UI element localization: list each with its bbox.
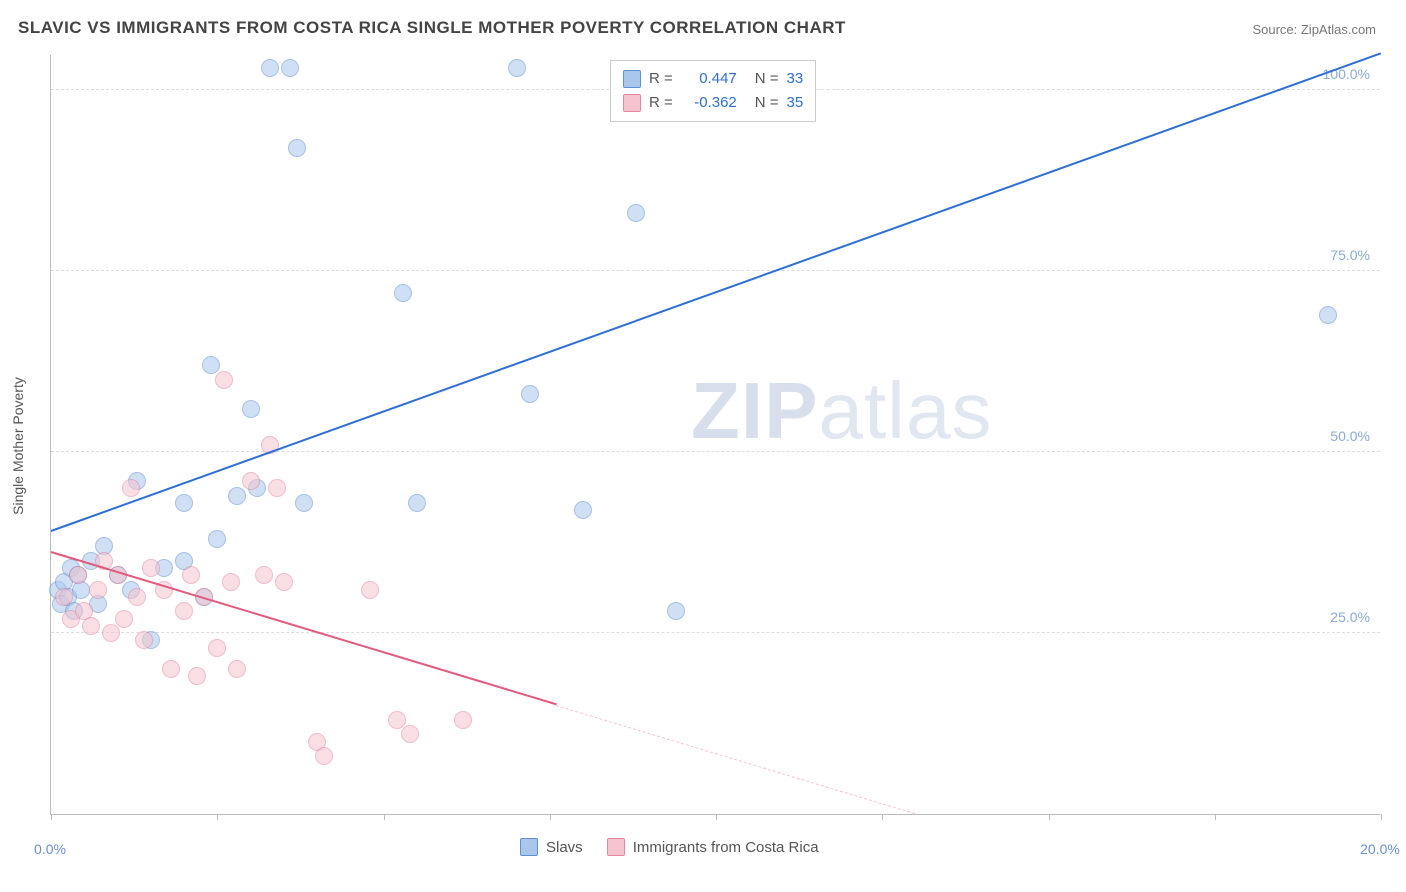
data-point — [1319, 306, 1337, 324]
gridline — [51, 451, 1380, 452]
data-point — [215, 371, 233, 389]
watermark: ZIPatlas — [691, 365, 992, 457]
data-point — [574, 501, 592, 519]
data-point — [242, 472, 260, 490]
n-value: 35 — [787, 91, 804, 115]
x-tick — [51, 814, 52, 820]
legend-swatch — [623, 94, 641, 112]
data-point — [102, 624, 120, 642]
data-point — [175, 494, 193, 512]
data-point — [55, 588, 73, 606]
legend-stat-row: R = 0.447 N = 33 — [623, 67, 803, 91]
x-tick — [1381, 814, 1382, 820]
watermark-suffix: atlas — [818, 366, 992, 455]
series-legend: Slavs Immigrants from Costa Rica — [520, 838, 819, 856]
legend-label: Slavs — [546, 839, 583, 856]
data-point — [394, 284, 412, 302]
y-tick-label: 100.0% — [1323, 66, 1370, 82]
data-point — [135, 631, 153, 649]
watermark-prefix: ZIP — [691, 366, 818, 455]
gridline — [51, 270, 1380, 271]
r-value: -0.362 — [681, 91, 737, 115]
x-tick-label: 20.0% — [1360, 841, 1400, 857]
y-tick-label: 75.0% — [1330, 247, 1370, 263]
data-point — [401, 725, 419, 743]
data-point — [69, 566, 87, 584]
data-point — [275, 573, 293, 591]
data-point — [454, 711, 472, 729]
y-tick-label: 25.0% — [1330, 609, 1370, 625]
data-point — [261, 59, 279, 77]
data-point — [521, 385, 539, 403]
data-point — [188, 667, 206, 685]
legend-label: Immigrants from Costa Rica — [633, 839, 819, 856]
x-tick — [716, 814, 717, 820]
legend-swatch — [520, 838, 538, 856]
data-point — [175, 602, 193, 620]
data-point — [82, 617, 100, 635]
chart-title: SLAVIC VS IMMIGRANTS FROM COSTA RICA SIN… — [18, 18, 846, 38]
data-point — [288, 139, 306, 157]
r-label: R = — [649, 91, 673, 115]
data-point — [115, 610, 133, 628]
x-tick — [384, 814, 385, 820]
n-label: N = — [755, 91, 779, 115]
source-attribution: Source: ZipAtlas.com — [1252, 22, 1376, 37]
data-point — [295, 494, 313, 512]
x-tick-label: 0.0% — [34, 841, 66, 857]
n-value: 33 — [787, 67, 804, 91]
data-point — [202, 356, 220, 374]
legend-item: Immigrants from Costa Rica — [607, 838, 819, 856]
data-point — [89, 581, 107, 599]
legend-swatch — [607, 838, 625, 856]
y-axis-label: Single Mother Poverty — [10, 377, 26, 515]
data-point — [208, 530, 226, 548]
data-point — [162, 660, 180, 678]
data-point — [281, 59, 299, 77]
data-point — [508, 59, 526, 77]
x-tick — [882, 814, 883, 820]
scatter-plot-area: ZIPatlas 25.0% 50.0% 75.0% 100.0% — [50, 55, 1380, 815]
data-point — [228, 487, 246, 505]
data-point — [388, 711, 406, 729]
data-point — [667, 602, 685, 620]
data-point — [315, 747, 333, 765]
r-value: 0.447 — [681, 67, 737, 91]
data-point — [122, 479, 140, 497]
data-point — [228, 660, 246, 678]
x-tick — [1049, 814, 1050, 820]
data-point — [182, 566, 200, 584]
n-label: N = — [755, 67, 779, 91]
data-point — [128, 588, 146, 606]
legend-swatch — [623, 70, 641, 88]
x-tick — [550, 814, 551, 820]
legend-item: Slavs — [520, 838, 583, 856]
data-point — [142, 559, 160, 577]
legend-stat-row: R = -0.362 N = 35 — [623, 91, 803, 115]
data-point — [208, 639, 226, 657]
data-point — [627, 204, 645, 222]
x-tick — [1215, 814, 1216, 820]
data-point — [361, 581, 379, 599]
data-point — [268, 479, 286, 497]
correlation-legend: R = 0.447 N = 33 R = -0.362 N = 35 — [610, 60, 816, 122]
trend-line-extrapolated — [556, 705, 915, 814]
data-point — [408, 494, 426, 512]
r-label: R = — [649, 67, 673, 91]
gridline — [51, 632, 1380, 633]
y-tick-label: 50.0% — [1330, 428, 1370, 444]
data-point — [255, 566, 273, 584]
data-point — [222, 573, 240, 591]
x-tick — [217, 814, 218, 820]
trend-line — [51, 52, 1382, 532]
data-point — [242, 400, 260, 418]
trend-line — [51, 551, 557, 705]
